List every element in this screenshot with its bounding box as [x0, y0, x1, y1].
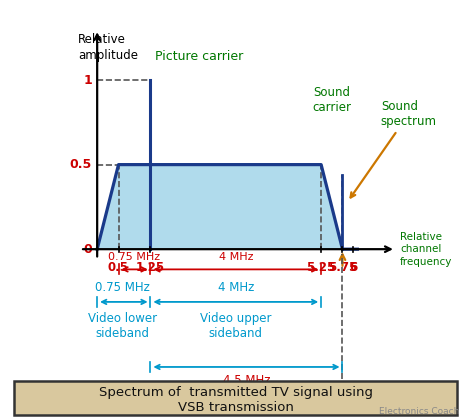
- Text: 4.5 MHz: 4.5 MHz: [223, 374, 270, 387]
- Text: 0.5: 0.5: [108, 261, 129, 274]
- Polygon shape: [97, 165, 342, 249]
- Text: 4 MHz: 4 MHz: [218, 281, 254, 294]
- Text: Video upper
sideband: Video upper sideband: [200, 312, 272, 340]
- Text: 5.25: 5.25: [307, 261, 336, 274]
- Text: Spectrum of  transmitted TV signal using: Spectrum of transmitted TV signal using: [99, 386, 373, 399]
- Text: Sound
carrier: Sound carrier: [312, 86, 351, 114]
- Text: Picture carrier: Picture carrier: [155, 50, 244, 63]
- Text: 5.75: 5.75: [328, 261, 357, 274]
- Text: 0: 0: [83, 243, 92, 256]
- Text: 0.5: 0.5: [70, 158, 92, 171]
- Text: Relative
amplitude: Relative amplitude: [78, 33, 138, 62]
- Text: Relative
channel
frequency: Relative channel frequency: [400, 232, 452, 266]
- Text: Sound
spectrum: Sound spectrum: [351, 100, 437, 198]
- FancyBboxPatch shape: [14, 381, 457, 415]
- Text: Video lower
sideband: Video lower sideband: [88, 312, 157, 340]
- Text: 0.75 MHz: 0.75 MHz: [109, 252, 161, 262]
- Text: 1: 1: [83, 73, 92, 87]
- Text: Electronics Coach: Electronics Coach: [379, 407, 460, 416]
- Text: 1.25: 1.25: [136, 261, 165, 274]
- Text: 4 MHz: 4 MHz: [219, 252, 253, 262]
- Text: VSB transmission: VSB transmission: [178, 401, 294, 414]
- Text: 6: 6: [349, 261, 357, 274]
- Text: 0.75 MHz: 0.75 MHz: [95, 281, 150, 294]
